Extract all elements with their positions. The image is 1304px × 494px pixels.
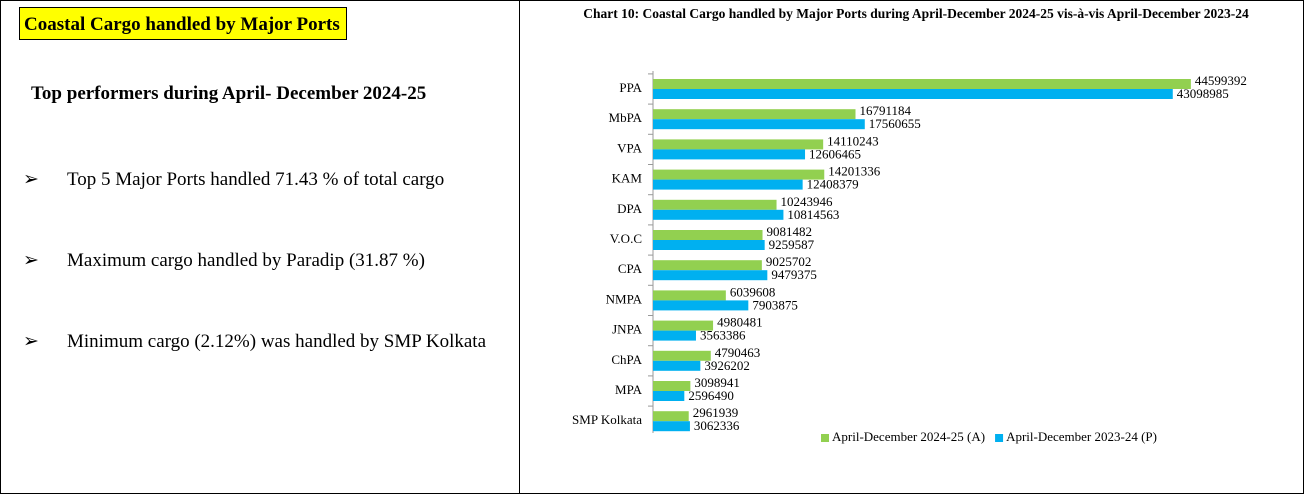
bar [653, 209, 784, 220]
bar [653, 149, 806, 160]
bar [653, 79, 1191, 89]
legend-swatch [821, 434, 829, 442]
value-label: 3563386 [700, 328, 746, 343]
value-label: 9259587 [769, 237, 815, 252]
value-label: 4980481 [717, 315, 763, 330]
value-label: 4790463 [715, 345, 761, 360]
bullet: Minimum cargo (2.12%) was handled by SMP… [23, 328, 507, 355]
category-label: MPA [615, 382, 643, 397]
bar [653, 89, 1173, 99]
bar [653, 360, 701, 371]
bar [653, 169, 825, 180]
bar [653, 230, 763, 240]
value-label: 10814563 [787, 207, 839, 222]
bar [653, 300, 749, 311]
bullet: Top 5 Major Ports handled 71.43 % of tot… [23, 166, 507, 193]
category-label: VPA [617, 140, 642, 155]
bar [653, 350, 711, 361]
value-label: 44599392 [1195, 73, 1247, 88]
chart-title: Chart 10: Coastal Cargo handled by Major… [583, 6, 1249, 21]
value-label: 12408379 [807, 177, 859, 192]
category-label: MbPA [609, 110, 643, 125]
legend-swatch [995, 434, 1004, 442]
value-label: 3926202 [704, 358, 750, 373]
bullet: Maximum cargo handled by Paradip (31.87 … [23, 247, 507, 274]
text-panel: Coastal Cargo handled by Major Ports Top… [1, 1, 520, 493]
bar [653, 330, 696, 341]
value-label: 9025702 [766, 254, 812, 269]
category-label: DPA [617, 201, 642, 216]
value-label: 9479375 [771, 267, 817, 282]
bar [653, 179, 803, 190]
value-label: 9081482 [767, 224, 813, 239]
value-label: 3062336 [694, 418, 740, 433]
bar [653, 260, 762, 271]
category-label: SMP Kolkata [572, 412, 642, 427]
value-label: 6039608 [730, 284, 776, 299]
value-label: 14110243 [827, 133, 879, 148]
value-label: 16791184 [860, 103, 912, 118]
category-label: PPA [619, 80, 642, 95]
bar [653, 139, 824, 150]
bar [653, 320, 714, 331]
panel-title: Coastal Cargo handled by Major Ports [19, 7, 347, 40]
category-label: KAM [612, 171, 643, 186]
bar [653, 119, 865, 130]
value-label: 7903875 [752, 297, 798, 312]
bar [653, 199, 777, 210]
value-label: 3098941 [694, 375, 740, 390]
category-label: NMPA [606, 291, 643, 306]
bar [653, 290, 726, 301]
value-label: 14201336 [828, 164, 881, 179]
legend-label: April-December 2024-25 (A) [832, 429, 985, 444]
bar [653, 240, 765, 250]
category-label: V.O.C [610, 231, 642, 246]
bar [653, 411, 689, 422]
legend-label: April-December 2023-24 (P) [1006, 429, 1157, 444]
category-label: JNPA [612, 322, 642, 337]
value-label: 17560655 [869, 116, 921, 131]
panel-heading: Top performers during April- December 20… [31, 83, 427, 104]
value-label: 12606465 [809, 146, 861, 161]
category-label: ChPA [611, 352, 642, 367]
bar [653, 270, 768, 281]
value-label: 43098985 [1177, 86, 1229, 101]
bar [653, 391, 685, 401]
value-label: 2961939 [693, 405, 739, 420]
value-label: 10243946 [781, 194, 834, 209]
bar [653, 421, 690, 432]
category-label: CPA [618, 261, 643, 276]
bar [653, 109, 856, 120]
bar [653, 381, 691, 391]
value-label: 2596490 [688, 388, 734, 403]
